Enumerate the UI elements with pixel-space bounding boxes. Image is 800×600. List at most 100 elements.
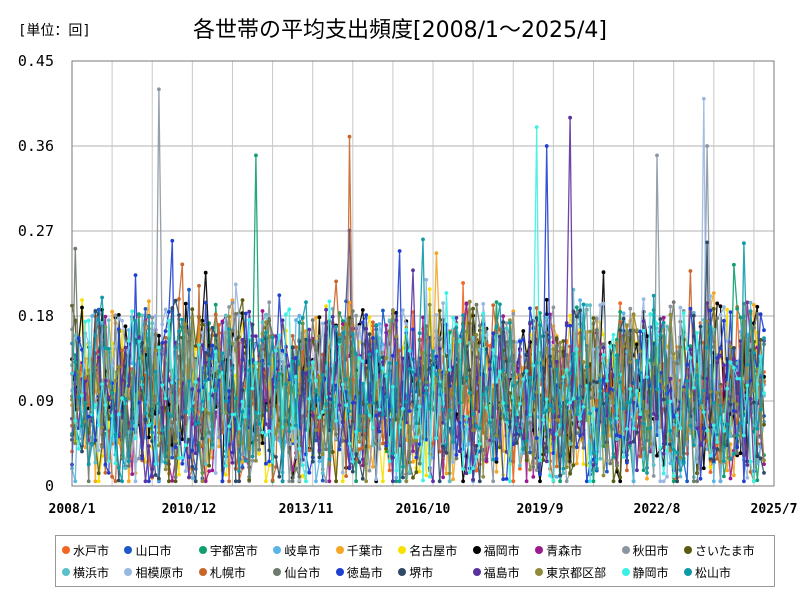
data-point [732, 346, 736, 350]
data-point [360, 308, 365, 312]
data-point [621, 311, 626, 316]
data-point [564, 399, 569, 404]
data-point [100, 295, 104, 300]
data-point [103, 378, 108, 383]
data-point [534, 316, 539, 320]
data-point [461, 467, 465, 471]
data-point [150, 430, 155, 435]
data-point [668, 429, 673, 433]
data-point [538, 458, 542, 463]
data-point [521, 401, 526, 405]
data-point [518, 463, 522, 468]
data-point [243, 414, 248, 419]
data-point [584, 479, 589, 484]
data-point [233, 348, 238, 352]
data-point [344, 403, 348, 408]
data-point [270, 335, 275, 340]
data-point [391, 308, 395, 313]
data-point [738, 433, 743, 438]
data-point [501, 401, 506, 405]
data-point [404, 322, 409, 326]
data-point [631, 373, 636, 377]
data-point [571, 444, 576, 449]
data-point [414, 421, 419, 425]
data-point [190, 448, 195, 453]
data-point [347, 465, 352, 469]
data-point [708, 453, 713, 458]
data-point [431, 479, 435, 484]
data-point [277, 438, 282, 443]
data-point [685, 362, 689, 367]
legend-label: 山口市 [135, 543, 172, 558]
legend-item: 堺市 [398, 561, 470, 583]
data-point [688, 399, 693, 403]
legend-item: 徳島市 [335, 561, 396, 583]
data-point [651, 412, 656, 416]
data-point [504, 417, 509, 422]
data-point [200, 399, 205, 404]
legend-label: 青森市 [546, 543, 583, 558]
data-point [534, 468, 539, 472]
data-point [190, 464, 195, 469]
data-point [367, 332, 372, 336]
legend-label: 静岡市 [632, 565, 669, 580]
data-point [203, 407, 208, 412]
data-point [414, 377, 419, 382]
data-point [167, 378, 171, 382]
data-point [665, 474, 669, 479]
data-point [698, 324, 703, 329]
data-point [93, 479, 98, 484]
axes: 0 0.09 0.18 0.27 0.36 0.45 2008/1 2010/12 2013/1… [18, 52, 798, 517]
legend-item: 松山市 [683, 561, 768, 583]
data-point [711, 327, 716, 332]
data-point [240, 337, 245, 342]
data-point [752, 303, 756, 307]
data-point [73, 441, 78, 446]
data-point [411, 327, 415, 332]
data-point [658, 445, 663, 450]
data-point [73, 479, 78, 484]
data-point [130, 309, 135, 314]
data-point [551, 409, 556, 414]
data-point [568, 115, 572, 120]
data-point [745, 362, 750, 367]
legend-label: 福岡市 [483, 543, 520, 558]
data-point [260, 338, 265, 343]
legend-label: 水戸市 [73, 543, 110, 558]
data-point [177, 472, 181, 477]
data-point [287, 429, 292, 434]
data-point [574, 347, 579, 351]
data-point [554, 475, 559, 479]
data-point [357, 439, 362, 444]
data-point [287, 450, 292, 455]
data-point [280, 479, 285, 484]
data-point [193, 405, 198, 410]
data-point [210, 442, 215, 447]
data-point [254, 361, 258, 365]
data-point [404, 479, 409, 484]
data-point [126, 464, 131, 468]
data-point [317, 448, 322, 452]
data-point [143, 320, 148, 325]
data-point [407, 470, 412, 474]
data-point [80, 424, 84, 429]
data-point [230, 341, 235, 346]
data-point [471, 428, 475, 433]
data-point [635, 468, 639, 473]
data-point [157, 87, 161, 92]
data-point [324, 447, 328, 452]
data-point [615, 337, 619, 342]
data-point [340, 438, 345, 443]
data-point [384, 443, 389, 448]
data-point [123, 345, 128, 350]
data-point [397, 249, 402, 253]
legend-item: 水戸市 [62, 539, 122, 561]
data-point [354, 352, 358, 356]
data-point [568, 371, 572, 376]
x-tick-label: 2022/8 [634, 502, 681, 517]
data-point [588, 329, 592, 334]
data-point [116, 412, 121, 417]
data-point [257, 362, 262, 367]
data-point [167, 450, 171, 455]
data-point [498, 445, 502, 450]
